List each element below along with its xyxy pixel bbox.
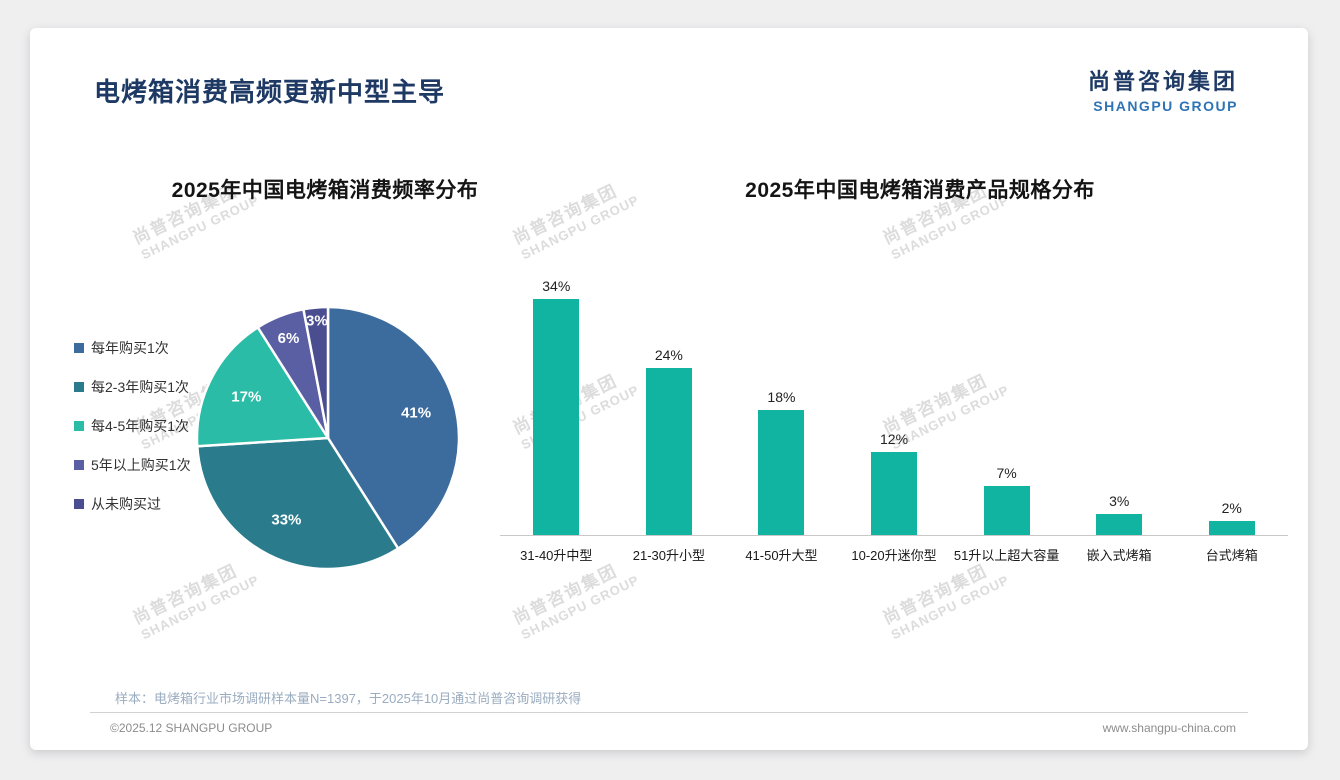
bar-value-label: 34% xyxy=(542,278,571,294)
bar-column: 3% xyxy=(1063,493,1176,535)
bar-column: 24% xyxy=(613,347,726,535)
pie-legend: 每年购买1次每2-3年购买1次 每4-5年购买1次 5年以上购买1次 从未购买过 xyxy=(74,338,191,533)
bar-category-label: 台式烤箱 xyxy=(1205,548,1258,563)
legend-swatch xyxy=(74,382,84,392)
bar xyxy=(758,410,805,535)
logo-english-name: SHANGPU GROUP xyxy=(1093,98,1238,114)
pie-data-label: 6% xyxy=(278,330,300,347)
legend-label: 5年以上购买1次 xyxy=(91,457,191,473)
bar xyxy=(871,452,918,535)
bar-column: 2% xyxy=(1175,500,1288,535)
bar-category-label: 41-50升大型 xyxy=(745,548,818,563)
bar-value-label: 3% xyxy=(1109,493,1130,509)
bar-plot-area: 34% 24% 18% 12% 7% 3% 2% xyxy=(500,274,1288,536)
legend-item: 从未购买过 xyxy=(74,494,191,514)
bar-value-label: 24% xyxy=(654,347,683,363)
footer-divider xyxy=(90,712,1248,713)
bar-value-label: 2% xyxy=(1221,500,1242,516)
bar xyxy=(983,486,1030,535)
legend-swatch xyxy=(74,460,84,470)
bar-category-axis: 31-40升中型 21-30升小型 41-50升大型 10-20升迷你型 51升以上超大… xyxy=(500,536,1288,564)
legend-swatch xyxy=(74,343,84,353)
pie-slice xyxy=(196,436,400,571)
pie-slice xyxy=(195,326,330,448)
bar-chart: 34% 24% 18% 12% 7% 3% 2% 31-40升中型 21-30升小型 41-50… xyxy=(500,274,1288,564)
pie-slice xyxy=(302,305,330,440)
bar xyxy=(1096,514,1143,535)
pie-data-label: 41% xyxy=(401,404,431,421)
legend-swatch xyxy=(74,421,84,431)
logo-chinese-name: 尚普咨询集团 xyxy=(1087,69,1238,94)
legend-label: 每2-3年购买1次 xyxy=(91,379,190,395)
bar-value-label: 7% xyxy=(996,465,1017,481)
bar-column: 34% xyxy=(500,278,613,535)
bar xyxy=(1208,521,1255,535)
bar-column: 18% xyxy=(725,389,838,535)
legend-item: 每2-3年购买1次 xyxy=(74,377,191,397)
legend-label: 每年购买1次 xyxy=(91,340,169,356)
legend-item: 每年购买1次 xyxy=(74,338,191,358)
legend-swatch xyxy=(74,499,84,509)
bar-category-label: 31-40升中型 xyxy=(520,548,593,563)
pie-chart-title: 2025年中国电烤箱消费频率分布 xyxy=(171,179,479,202)
bar-category-label: 10-20升迷你型 xyxy=(851,548,937,563)
pie-data-label: 33% xyxy=(271,512,301,529)
pie-data-label: 3% xyxy=(306,313,328,330)
bar-value-label: 18% xyxy=(767,389,796,405)
bar-value-label: 12% xyxy=(880,431,909,447)
bar-column: 7% xyxy=(950,465,1063,535)
legend-label: 每4-5年购买1次 xyxy=(91,418,190,434)
legend-item: 5年以上购买1次 xyxy=(74,455,191,475)
bar xyxy=(645,368,692,535)
bar-category-label: 嵌入式烤箱 xyxy=(1086,548,1152,563)
page-title: 电烤箱消费高频更新中型主导 xyxy=(94,77,446,107)
legend-label: 从未购买过 xyxy=(91,496,161,512)
legend-item: 每4-5年购买1次 xyxy=(74,416,191,436)
slide-card: 尚普咨询集团 SHANGPU GROUP 尚普咨询集团 SHANGPU GROUP 尚普… xyxy=(30,28,1308,750)
website-text: www.shangpu-china.com xyxy=(1102,721,1236,735)
company-logo: 尚普咨询集团 SHANGPU GROUP xyxy=(1088,64,1238,114)
bar-category-label: 51升以上超大容量 xyxy=(953,548,1060,563)
sample-note: 样本：电烤箱行业市场调研样本量N=1397，于2025年10月通过尚普咨询调研获… xyxy=(115,691,582,706)
bar-category-label: 21-30升小型 xyxy=(632,548,705,563)
copyright-text: ©2025.12 SHANGPU GROUP xyxy=(110,721,273,735)
pie-chart: 41% 33% 17% 6% 3% xyxy=(195,305,461,571)
bar-chart-title: 2025年中国电烤箱消费产品规格分布 xyxy=(745,179,1095,202)
pie-data-label: 17% xyxy=(231,388,261,405)
bar-column: 12% xyxy=(838,431,951,535)
bar xyxy=(533,299,580,535)
